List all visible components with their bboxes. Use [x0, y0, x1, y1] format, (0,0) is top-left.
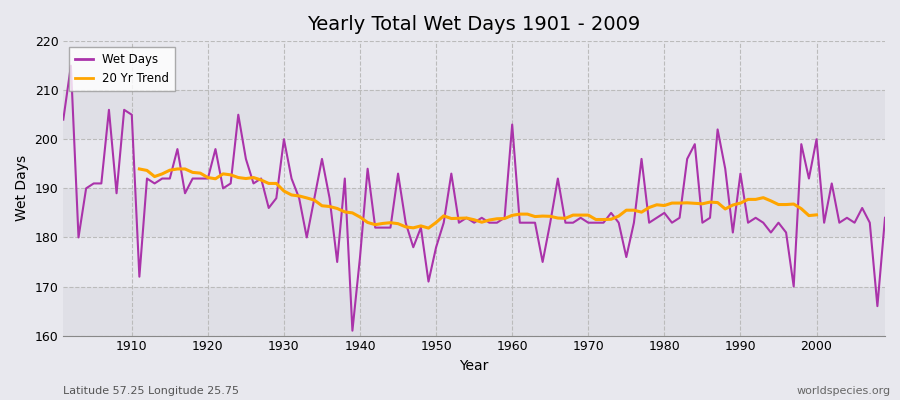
Title: Yearly Total Wet Days 1901 - 2009: Yearly Total Wet Days 1901 - 2009 [308, 15, 641, 34]
Bar [63, 238, 885, 286]
Bar [63, 188, 885, 238]
Legend: Wet Days, 20 Yr Trend: Wet Days, 20 Yr Trend [69, 47, 176, 91]
Y-axis label: Wet Days: Wet Days [15, 155, 29, 222]
Bar [63, 41, 885, 90]
X-axis label: Year: Year [460, 359, 489, 373]
Bar [63, 139, 885, 188]
Bar [63, 90, 885, 139]
Bar [63, 286, 885, 336]
Text: Latitude 57.25 Longitude 25.75: Latitude 57.25 Longitude 25.75 [63, 386, 239, 396]
Text: worldspecies.org: worldspecies.org [796, 386, 891, 396]
